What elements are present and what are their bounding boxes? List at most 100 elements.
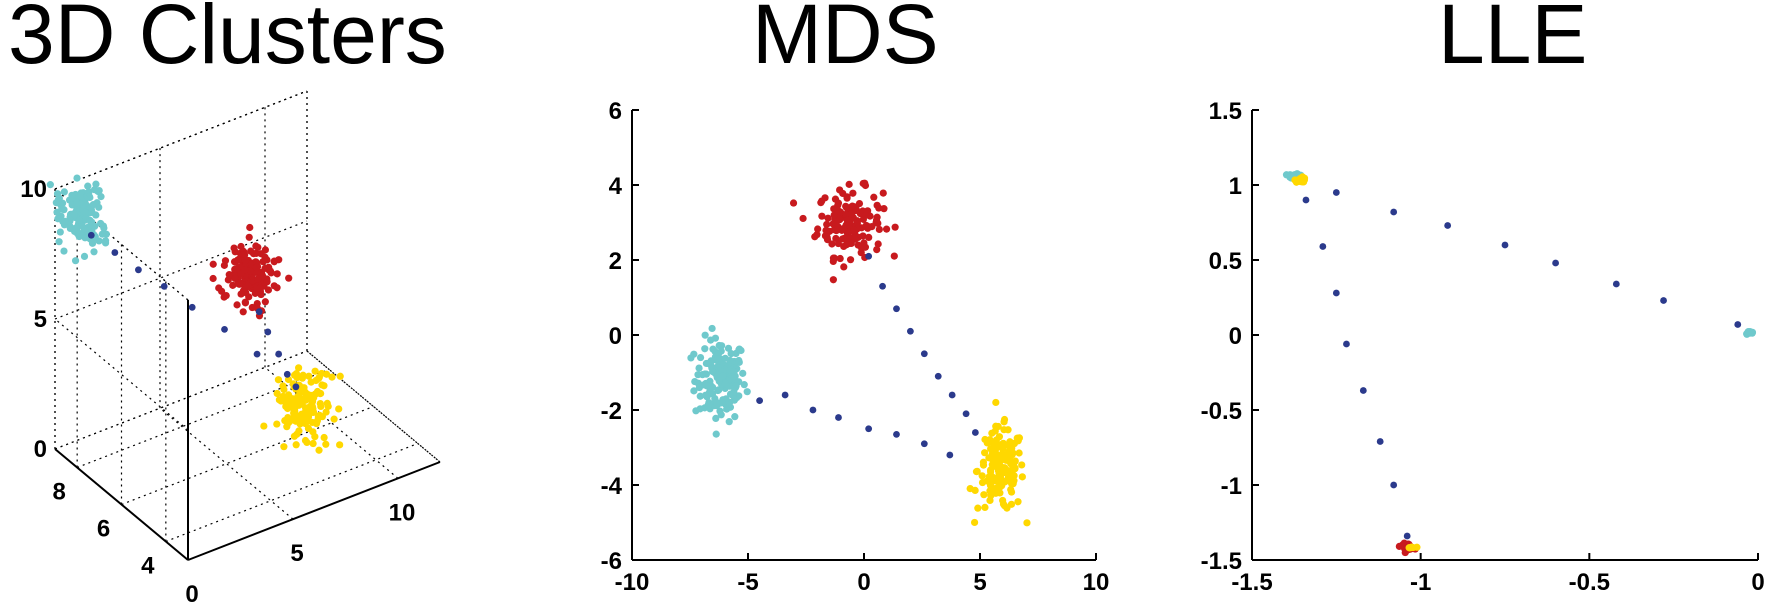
3d-point-cyan [68,191,76,199]
mds-point-cyan [731,372,739,380]
3d-point-cyan [73,199,81,207]
3d-point-red [261,246,270,254]
lle-y-tick-label: 1.5 [1209,98,1242,125]
mds-point-cyan [703,382,711,390]
3d-point-yellow [274,376,283,384]
mds-point-red [829,276,837,284]
lle-chain-point [1302,196,1310,204]
3d-point-red [225,271,233,279]
3d-point-red [237,242,245,251]
mds-x-tick-label: 0 [857,569,870,596]
3d-point-red [241,256,250,265]
3d-chain-point [255,308,263,316]
mds-point-cyan [707,336,715,344]
mds-point-cyan [740,381,748,389]
3d-point-yellow [322,440,330,448]
mds-point-yellow [1014,498,1022,506]
lle-x-tick-label: -0.5 [1569,569,1610,596]
mds-point-yellow [986,481,995,489]
3d-point-yellow [308,395,317,404]
mds-point-red [839,225,847,233]
mds-point-yellow [970,518,979,527]
3d-point-cyan [81,208,89,217]
mds-point-yellow [985,473,993,481]
mds-point-yellow [985,454,993,462]
mds-point-yellow [994,478,1002,486]
3d-point-red [263,278,271,286]
mds-point-cyan [717,411,725,419]
3d-point-red [246,223,254,232]
mds-point-red [849,189,857,197]
chart-title-lle: LLE [1438,0,1588,81]
lle-x-tick-label: -1 [1410,569,1431,596]
mds-chain-point [971,429,979,436]
3d-point-yellow [315,446,323,454]
3d-point-yellow [283,423,291,431]
3d-point-cyan [80,252,89,261]
3d-point-red [253,285,261,294]
lle-chain-point [1390,208,1398,216]
mds-point-red [818,197,826,205]
3d-point-yellow [305,410,313,418]
mds-point-cyan [731,413,739,421]
lle-chain-point [1444,222,1452,229]
3d-point-cyan [54,215,62,223]
mds-point-yellow [981,449,989,457]
3d-point-cyan [70,210,78,218]
3d-y-tick-label: 8 [52,479,65,506]
3d-point-yellow [336,372,344,380]
3d-point-cyan [92,180,100,188]
lle-chain-point [1612,280,1620,288]
3d-point-red [241,251,249,259]
mds-point-cyan [735,356,743,365]
3d-point-red [233,301,241,309]
3d-point-cyan [46,181,54,189]
mds-point-red [879,189,887,197]
3d-point-red [254,275,262,283]
lle-point-red [1400,539,1408,547]
mds-point-yellow [981,435,989,444]
mds-point-cyan [696,353,705,362]
3d-point-yellow [309,439,317,448]
chart-title-3d-clusters: 3D Clusters [8,0,447,81]
3d-grid-line [54,318,189,431]
3d-chain-point [264,328,272,336]
mds-point-yellow [986,466,995,474]
3d-point-cyan [90,186,99,194]
mds-point-red [891,223,899,231]
mds-point-red [836,186,844,194]
mds-point-yellow [971,486,979,494]
3d-point-red [241,299,250,307]
mds-y-tick-label: 2 [609,248,622,275]
mds-point-red [870,193,878,201]
3d-point-red [220,293,228,301]
3d-y-tick-label: 4 [141,553,155,580]
lle-chain-point [1332,189,1340,196]
3d-point-yellow [273,389,281,398]
mds-chain-point [948,391,956,399]
3d-point-yellow [315,373,323,381]
mds-y-tick-label: 4 [609,173,623,200]
mds-point-cyan [709,345,717,353]
mds-point-red [872,216,881,224]
3d-point-red [261,298,269,306]
lle-chain-point [1332,289,1340,297]
3d-point-cyan [54,195,63,204]
mds-point-cyan [694,379,702,387]
lle-y-tick-label: -1.5 [1201,548,1242,575]
3d-point-yellow [311,367,319,375]
3d-point-yellow [330,415,338,423]
mds-point-yellow [1015,449,1023,457]
mds-point-yellow [974,504,982,512]
mds-point-yellow [1000,415,1009,424]
3d-point-red [231,274,239,283]
3d-point-red [257,290,265,299]
3d-chain-point [275,350,283,358]
mds-point-cyan [715,377,723,385]
mds-point-red [832,234,840,243]
mds-point-red [847,210,855,218]
mds-point-cyan [724,344,733,352]
mds-x-tick-label: -5 [737,569,758,596]
mds-point-yellow [996,489,1004,497]
lle-y-tick-label: 1 [1229,173,1242,200]
